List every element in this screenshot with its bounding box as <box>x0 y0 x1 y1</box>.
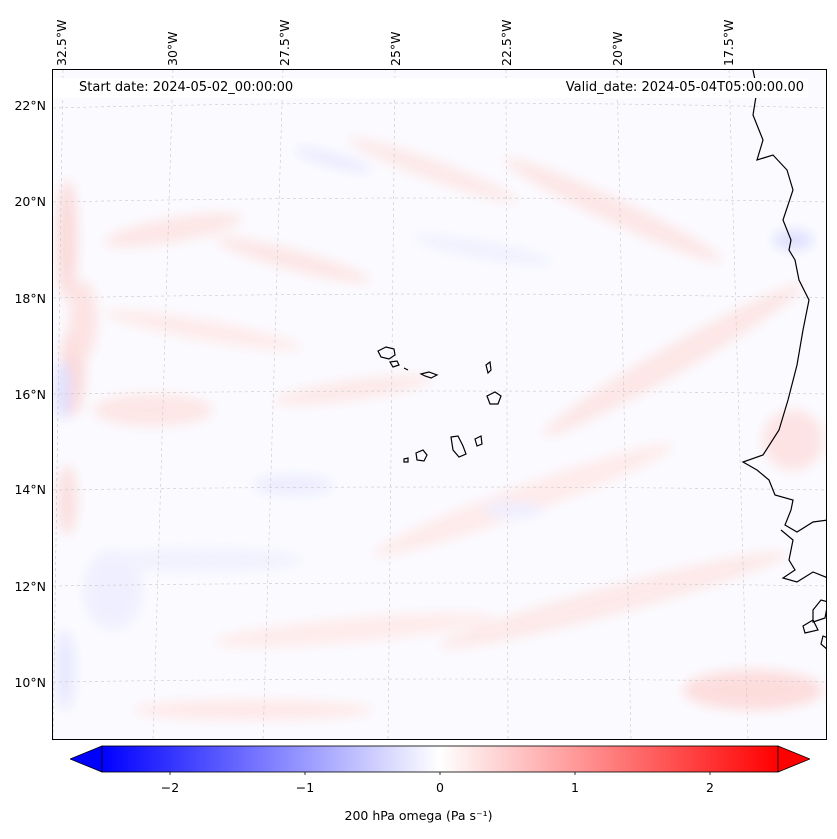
valid-date-label: Valid_date: 2024-05-04T05:00:00.00 <box>565 80 804 95</box>
colorbar-label: 200 hPa omega (Pa s⁻¹) <box>344 808 493 823</box>
colorbar-tick-minus-1: −1 <box>295 780 315 795</box>
omega-field <box>55 137 823 720</box>
colorbar-tick-1: 1 <box>571 780 579 795</box>
colorbar-tick-0: 0 <box>436 780 444 795</box>
cape-verde-islands <box>377 346 502 463</box>
west-africa-coastline <box>741 70 826 650</box>
island-santa-luzia <box>403 367 409 371</box>
lat-label-10n: 10°N <box>14 675 46 690</box>
colorbar-gradient <box>101 745 779 773</box>
lon-label-32-5w: 32.5°W <box>54 19 69 66</box>
lat-label-22n: 22°N <box>14 98 46 113</box>
island-boa-vista <box>486 391 502 405</box>
map-canvas <box>53 70 826 739</box>
colorbar-tick-2: 2 <box>706 780 714 795</box>
island-fogo <box>415 449 428 462</box>
lat-label-14n: 14°N <box>14 482 46 497</box>
lat-label-16n: 16°N <box>14 387 46 402</box>
colorbar-extend-high <box>777 745 810 773</box>
colorbar-tick-minus-2: −2 <box>160 780 180 795</box>
colorbar-extend-low <box>70 745 103 773</box>
info-bar: Start date: 2024-05-02_00:00:00 Valid_da… <box>53 78 808 98</box>
gridlines <box>53 70 826 739</box>
island-santo-antao <box>377 346 396 360</box>
lon-label-30w: 30°W <box>165 31 180 66</box>
lon-label-25w: 25°W <box>388 31 403 66</box>
colorbar <box>70 745 810 775</box>
map-panel: Start date: 2024-05-02_00:00:00 Valid_da… <box>52 69 827 740</box>
island-sal <box>485 360 492 375</box>
island-maio <box>474 435 483 447</box>
island-sao-vicente <box>389 360 400 368</box>
lat-label-20n: 20°N <box>14 194 46 209</box>
lon-label-27-5w: 27.5°W <box>277 19 292 66</box>
island-santiago <box>450 435 467 458</box>
lat-label-18n: 18°N <box>14 291 46 306</box>
start-date-label: Start date: 2024-05-02_00:00:00 <box>79 80 294 95</box>
lon-label-20w: 20°W <box>610 31 625 66</box>
lat-label-12n: 12°N <box>14 579 46 594</box>
lon-label-22-5w: 22.5°W <box>499 19 514 66</box>
lon-label-17-5w: 17.5°W <box>721 19 736 66</box>
island-sao-nicolau <box>419 371 439 379</box>
island-brava <box>403 457 409 463</box>
